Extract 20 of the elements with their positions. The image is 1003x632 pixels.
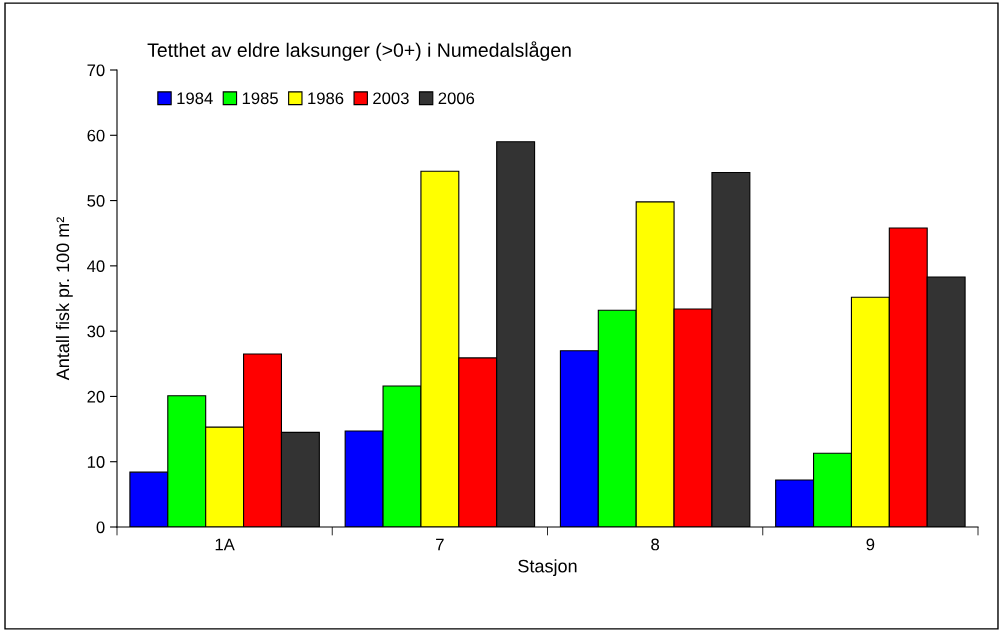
y-tick-label: 40 <box>87 260 105 273</box>
y-tick-label: 0 <box>96 521 105 534</box>
y-axis-title: Antall fisk pr. 100 m² <box>55 217 73 381</box>
y-tick-label: 70 <box>87 64 105 77</box>
legend-label: 2003 <box>373 92 409 105</box>
x-tick-label: 7 <box>436 538 444 551</box>
legend-label: 1984 <box>177 92 213 105</box>
x-axis-title: Stasjon <box>518 559 577 577</box>
y-tick-label: 20 <box>87 390 105 403</box>
y-tick-label: 10 <box>87 456 105 468</box>
x-tick-label: 1A <box>215 538 235 551</box>
legend-label: 2006 <box>438 92 475 105</box>
legend-label: 1986 <box>308 92 344 105</box>
legend-label: 1985 <box>242 92 278 105</box>
y-tick-label: 60 <box>87 129 105 142</box>
y-tick-label: 50 <box>87 194 105 207</box>
y-tick-label: 30 <box>87 325 105 338</box>
x-tick-label: 8 <box>651 538 660 551</box>
x-tick-label: 9 <box>866 538 875 551</box>
chart-title: Tetthet av eldre laksunger (>0+) i Numedalslågen <box>147 41 571 61</box>
